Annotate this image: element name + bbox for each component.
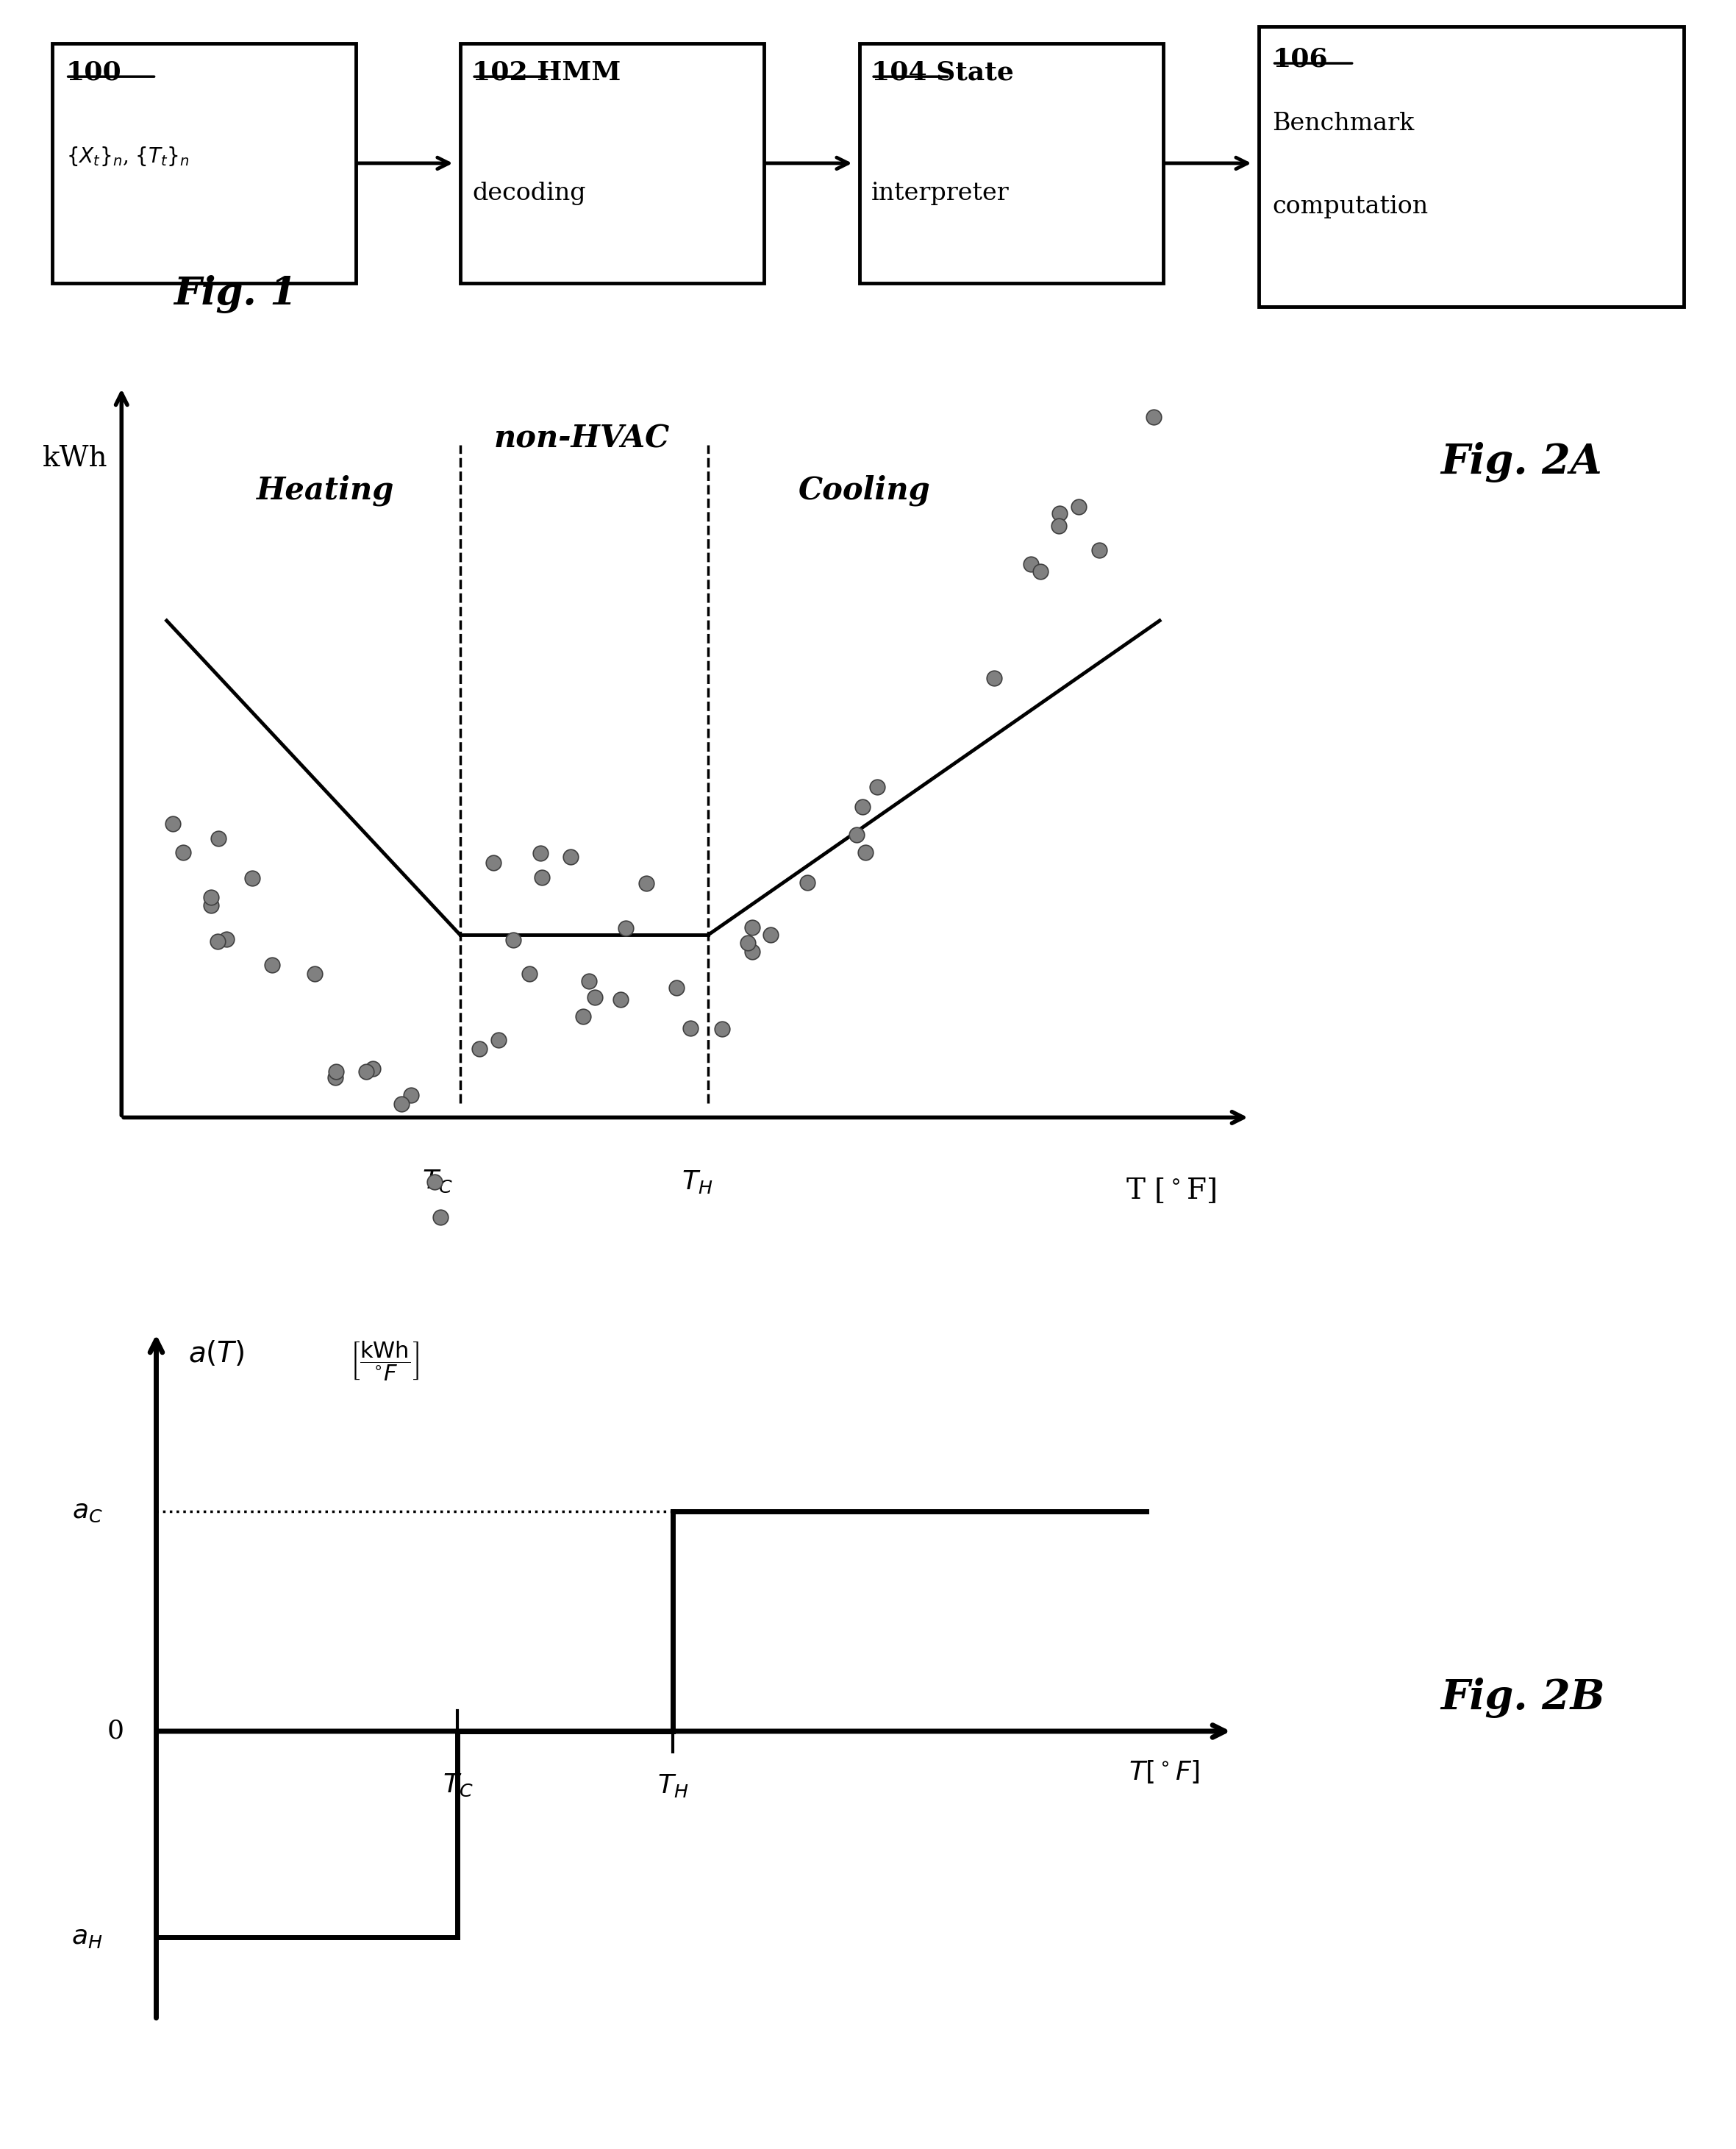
Point bbox=[359, 1051, 387, 1085]
Point bbox=[484, 1023, 512, 1057]
Point bbox=[1064, 490, 1092, 524]
Point bbox=[398, 1079, 425, 1113]
Point bbox=[259, 948, 286, 982]
Point bbox=[158, 806, 186, 840]
Text: interpreter: interpreter bbox=[871, 181, 1010, 204]
Point bbox=[842, 819, 870, 853]
Point bbox=[738, 935, 766, 969]
Text: Cooling: Cooling bbox=[799, 475, 930, 505]
Point bbox=[196, 879, 224, 913]
Text: Fig. 2A: Fig. 2A bbox=[1441, 443, 1602, 481]
Bar bbox=[859, 43, 1163, 284]
Point bbox=[608, 982, 635, 1016]
Point bbox=[632, 866, 660, 900]
Point bbox=[1045, 496, 1073, 531]
Point bbox=[323, 1053, 351, 1087]
Point bbox=[734, 926, 762, 961]
Point bbox=[557, 840, 585, 875]
Point bbox=[321, 1059, 349, 1094]
Point bbox=[479, 847, 507, 881]
Point bbox=[427, 1199, 455, 1234]
Text: 0: 0 bbox=[108, 1719, 123, 1743]
Text: $T_C$: $T_C$ bbox=[422, 1169, 453, 1195]
Point bbox=[238, 862, 266, 896]
Point bbox=[214, 922, 241, 956]
Point bbox=[611, 911, 639, 946]
Point bbox=[465, 1032, 493, 1066]
Point bbox=[981, 662, 1009, 696]
Point bbox=[516, 956, 543, 991]
Point bbox=[849, 791, 877, 825]
Point bbox=[1141, 400, 1168, 434]
Text: 100: 100 bbox=[66, 60, 122, 86]
Point bbox=[526, 836, 554, 870]
Point bbox=[387, 1087, 415, 1122]
Text: $T[^\circ F]$: $T[^\circ F]$ bbox=[1128, 1758, 1200, 1786]
Text: non-HVAC: non-HVAC bbox=[493, 423, 670, 453]
Bar bbox=[460, 43, 764, 284]
Point bbox=[168, 836, 196, 870]
Text: $T_H$: $T_H$ bbox=[658, 1773, 689, 1799]
Text: $T_H$: $T_H$ bbox=[682, 1169, 712, 1195]
Text: $T_C$: $T_C$ bbox=[443, 1773, 472, 1799]
Text: $\{X_t\}_n$, $\{T_t\}_n$: $\{X_t\}_n$, $\{T_t\}_n$ bbox=[66, 146, 189, 168]
Text: computation: computation bbox=[1272, 196, 1429, 219]
Point bbox=[575, 963, 602, 997]
Point bbox=[1085, 533, 1113, 567]
Point bbox=[738, 909, 766, 943]
Text: decoding: decoding bbox=[472, 181, 585, 204]
Point bbox=[569, 999, 597, 1034]
Point bbox=[528, 860, 556, 894]
Point bbox=[582, 980, 609, 1014]
Point bbox=[500, 922, 528, 956]
Text: $a_H$: $a_H$ bbox=[71, 1926, 102, 1949]
Text: Fig. 1: Fig. 1 bbox=[174, 275, 297, 314]
Text: Fig. 2B: Fig. 2B bbox=[1441, 1678, 1606, 1717]
Text: 102 HMM: 102 HMM bbox=[472, 60, 621, 86]
Point bbox=[420, 1165, 448, 1199]
Text: 106: 106 bbox=[1272, 47, 1328, 71]
Point bbox=[196, 888, 224, 922]
Text: $a_C$: $a_C$ bbox=[71, 1498, 102, 1524]
Point bbox=[793, 866, 821, 900]
Point bbox=[851, 836, 878, 870]
Bar bbox=[1259, 26, 1684, 307]
Point bbox=[863, 769, 891, 804]
Point bbox=[205, 924, 233, 958]
Point bbox=[300, 956, 328, 991]
Text: Heating: Heating bbox=[257, 475, 394, 505]
Text: T [$^\circ$F]: T [$^\circ$F] bbox=[1125, 1176, 1215, 1203]
Point bbox=[663, 971, 691, 1006]
Text: $a(T)$: $a(T)$ bbox=[189, 1339, 245, 1369]
Text: Benchmark: Benchmark bbox=[1272, 112, 1415, 135]
Bar bbox=[52, 43, 356, 284]
Text: $\left[\dfrac{\mathrm{kWh}}{^{\circ}F}\right]$: $\left[\dfrac{\mathrm{kWh}}{^{\circ}F}\r… bbox=[351, 1339, 418, 1382]
Point bbox=[205, 821, 233, 855]
Point bbox=[757, 918, 785, 952]
Point bbox=[1026, 554, 1054, 589]
Point bbox=[677, 1010, 705, 1044]
Point bbox=[1045, 509, 1073, 544]
Point bbox=[708, 1012, 736, 1047]
Point bbox=[1017, 546, 1045, 580]
Text: kWh: kWh bbox=[43, 445, 108, 473]
Text: 104 State: 104 State bbox=[871, 60, 1014, 86]
Point bbox=[352, 1055, 380, 1090]
